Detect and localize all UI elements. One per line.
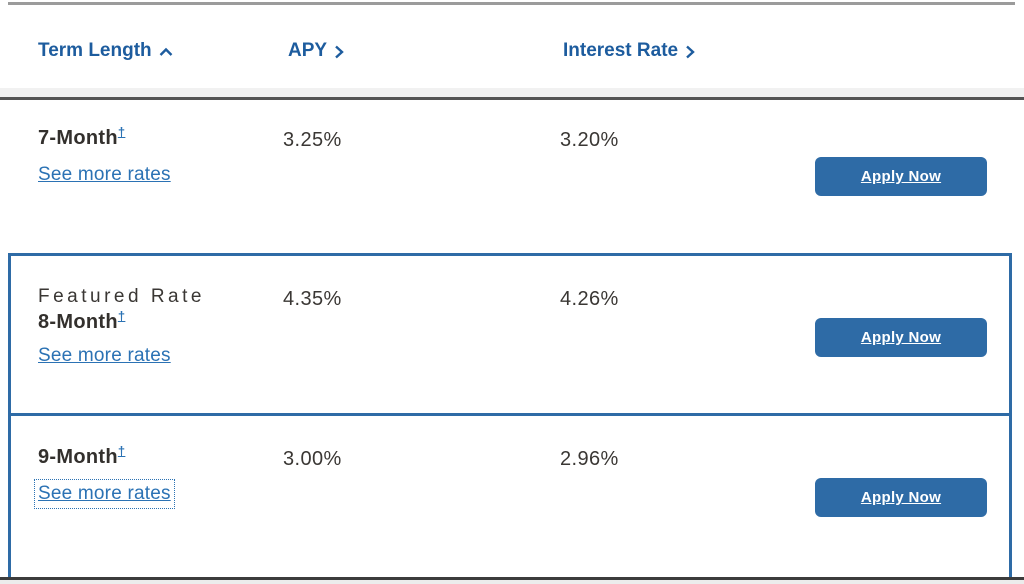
term-text: 8-Month [38,311,118,333]
chevron-right-icon [686,45,695,59]
apy-value: 3.00% [283,448,342,470]
term-text: 9-Month [38,446,118,468]
column-header-label: Term Length [38,40,152,61]
interest-rate-value: 3.20% [560,129,619,151]
column-header-term-length[interactable]: Term Length [38,40,174,62]
term-label: 9-Month† [38,443,126,469]
term-text: 7-Month [38,127,118,149]
column-header-apy[interactable]: APY [288,40,345,62]
footnote-dagger-link[interactable]: † [117,443,126,459]
apy-value: 4.35% [283,288,342,310]
footnote-dagger-link[interactable]: † [117,308,126,324]
see-more-rates-link[interactable]: See more rates [38,164,171,185]
apy-value: 3.25% [283,129,342,151]
interest-rate-value: 4.26% [560,288,619,310]
see-more-rates-link[interactable]: See more rates [34,479,175,509]
next-row-edge [0,580,1024,584]
column-header-label: Interest Rate [563,40,679,61]
term-label: 8-Month† [38,308,126,334]
interest-rate-value: 2.96% [560,448,619,470]
chevron-right-icon [335,45,344,59]
bottom-divider [0,577,1024,580]
apply-now-button[interactable]: Apply Now [815,157,987,196]
term-label: 7-Month† [38,124,126,150]
apply-now-button[interactable]: Apply Now [815,318,987,357]
apply-now-button[interactable]: Apply Now [815,478,987,517]
see-more-rates-link[interactable]: See more rates [38,345,171,366]
header-divider [0,88,1024,100]
column-header-label: APY [288,40,328,61]
column-header-interest-rate[interactable]: Interest Rate [563,40,696,62]
top-divider [8,2,1015,5]
footnote-dagger-link[interactable]: † [117,124,126,140]
featured-rate-label: Featured Rate [38,286,205,307]
row-divider [8,413,1012,416]
chevron-up-icon [159,47,173,56]
